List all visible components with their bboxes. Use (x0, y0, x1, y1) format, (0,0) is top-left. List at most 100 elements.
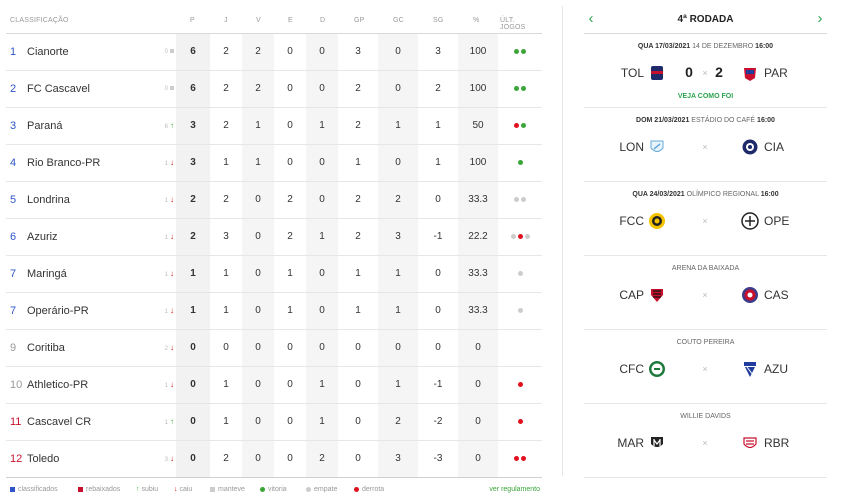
position-cell: 7 (10, 268, 17, 280)
losses-cell: 0 (306, 256, 338, 292)
header-games[interactable]: J (224, 17, 228, 24)
header-goal-diff[interactable]: SG (433, 17, 444, 24)
arrow-down-icon: ↓ (170, 232, 174, 241)
match-card[interactable]: WILLIE DAVIDS MAR × RBR (584, 404, 827, 478)
draws-cell: 0 (287, 157, 293, 168)
goals-against-cell: 0 (378, 71, 418, 107)
losses-cell: 2 (306, 441, 338, 477)
goal-diff-cell: 2 (435, 83, 441, 94)
table-row[interactable]: 9 Coritiba 2 ↓ 0 0 0 0 0 0 0 0 0 (6, 330, 542, 367)
team-name[interactable]: Londrina (27, 194, 70, 206)
table-row[interactable]: 3 Paraná 6 ↑ 3 2 1 0 1 2 1 1 50 (6, 108, 542, 145)
table-row[interactable]: 1 Cianorte 0 6 2 2 0 0 3 0 3 100 (6, 34, 542, 71)
last-games (494, 145, 546, 181)
games-cell: 2 (223, 46, 229, 57)
goals-against-cell: 0 (378, 145, 418, 181)
table-row[interactable]: 4 Rio Branco-PR 1 ↓ 3 1 1 0 0 1 0 1 100 (6, 145, 542, 182)
team-name[interactable]: Paraná (27, 120, 63, 132)
team-name[interactable]: Rio Branco-PR (27, 157, 101, 169)
athletico-crest (648, 286, 666, 304)
header-goals-against[interactable]: GC (393, 17, 404, 24)
win-dot-icon (260, 486, 265, 492)
team-name[interactable]: Maringá (27, 268, 67, 280)
header-points[interactable]: P (190, 17, 195, 24)
match-venue: ARENA DA BAIXADA (671, 265, 740, 272)
goals-for-cell: 0 (355, 342, 361, 353)
last-games (494, 34, 546, 70)
goal-diff-cell: -2 (433, 416, 443, 427)
table-row[interactable]: 7 Maringá 1 ↓ 1 1 0 1 0 1 1 0 33.3 (6, 256, 542, 293)
parana-crest (741, 64, 759, 82)
losses-cell: 0 (306, 330, 338, 366)
team-name[interactable]: Athletico-PR (27, 379, 89, 391)
goal-diff-cell: 1 (435, 120, 441, 131)
table-row[interactable]: 12 Toledo 3 ↓ 0 2 0 0 2 0 3 -3 0 (6, 441, 542, 478)
versus-separator: × (702, 364, 708, 374)
header-percentage[interactable]: % (473, 17, 480, 24)
round-title: 4ª RODADA (677, 14, 734, 25)
goals-for-cell: 0 (355, 453, 361, 464)
match-time: 16:00 (755, 43, 774, 50)
match-time: 16:00 (760, 191, 779, 198)
match-card[interactable]: DOM 21/03/2021 ESTÁDIO DO CAFÉ 16:00 LON ×… (584, 108, 827, 182)
rules-link[interactable]: ver regulamento (489, 486, 540, 493)
table-row[interactable]: 6 Azuriz 1 ↓ 2 3 0 2 1 2 3 -1 22.2 (6, 219, 542, 256)
team-name[interactable]: FC Cascavel (27, 83, 90, 95)
match-card[interactable]: COUTO PEREIRA CFC × AZU (584, 330, 827, 404)
last-games (494, 293, 546, 329)
team-name[interactable]: Toledo (27, 453, 60, 465)
see-how-link[interactable]: VEJA COMO FOI (677, 93, 734, 100)
team-name[interactable]: Cascavel CR (27, 416, 92, 428)
win-dot-icon (514, 48, 519, 54)
loss-dot-icon (521, 455, 526, 461)
legend-down: ↓ caiu (174, 486, 193, 493)
draws-cell: 0 (287, 120, 293, 131)
chevron-right-icon[interactable]: › (817, 10, 823, 27)
last-games (494, 367, 546, 403)
percentage-cell: 100 (458, 145, 498, 181)
legend-draw: empate (306, 486, 337, 493)
header-goals-for[interactable]: GP (354, 17, 365, 24)
match-card[interactable]: QUA 24/03/2021 OLÍMPICO REGIONAL 16:00 FC… (584, 182, 827, 256)
position-cell: 10 (10, 379, 23, 391)
position-cell: 6 (10, 231, 17, 243)
match-card[interactable]: ARENA DA BAIXADA CAP × CAS (584, 256, 827, 330)
panel-divider (562, 6, 563, 476)
loss-dot-icon (514, 122, 519, 128)
goals-for-cell: 2 (355, 231, 361, 242)
team-name[interactable]: Coritiba (27, 342, 65, 354)
wins-cell: 0 (242, 441, 274, 477)
draw-dot-icon (524, 233, 530, 239)
versus-separator: × (702, 68, 708, 78)
header-wins[interactable]: V (256, 17, 261, 24)
goals-for-cell: 2 (355, 194, 361, 205)
percentage-cell: 33.3 (458, 293, 498, 329)
chevron-left-icon[interactable]: ‹ (588, 10, 594, 27)
header-draws[interactable]: E (288, 17, 293, 24)
legend-loss: derrota (354, 486, 384, 493)
classified-swatch (10, 486, 15, 492)
team-name[interactable]: Cianorte (27, 46, 69, 58)
table-row[interactable]: 7 Operário-PR 1 ↓ 1 1 0 1 0 1 1 0 33.3 (6, 293, 542, 330)
arrow-up-icon: ↑ (170, 417, 174, 426)
table-row[interactable]: 11 Cascavel CR 1 ↑ 0 1 0 0 1 0 2 -2 0 (6, 404, 542, 441)
wins-cell: 2 (242, 34, 274, 70)
match-info: WILLIE DAVIDS (584, 413, 827, 420)
table-row[interactable]: 2 FC Cascavel 0 6 2 2 0 0 2 0 2 100 (6, 71, 542, 108)
table-row[interactable]: 10 Athletico-PR 1 ↓ 0 1 0 0 1 0 1 -1 0 (6, 367, 542, 404)
draws-cell: 0 (287, 416, 293, 427)
match-card[interactable]: QUA 17/03/2021 14 DE DEZEMBRO 16:00 TOL 0 2… (584, 34, 827, 108)
cascavel-cr-crest (741, 286, 759, 304)
header-losses[interactable]: D (320, 17, 326, 24)
wins-cell: 0 (242, 219, 274, 255)
wins-cell: 0 (242, 404, 274, 440)
losses-cell: 1 (306, 367, 338, 403)
team-name[interactable]: Azuriz (27, 231, 58, 243)
games-cell: 2 (223, 194, 229, 205)
losses-cell: 1 (306, 108, 338, 144)
cianorte-crest (741, 138, 759, 156)
coritiba-crest (648, 360, 666, 378)
loss-dot-icon (517, 418, 523, 424)
table-row[interactable]: 5 Londrina 1 ↓ 2 2 0 2 0 2 2 0 33.3 (6, 182, 542, 219)
team-name[interactable]: Operário-PR (27, 305, 89, 317)
